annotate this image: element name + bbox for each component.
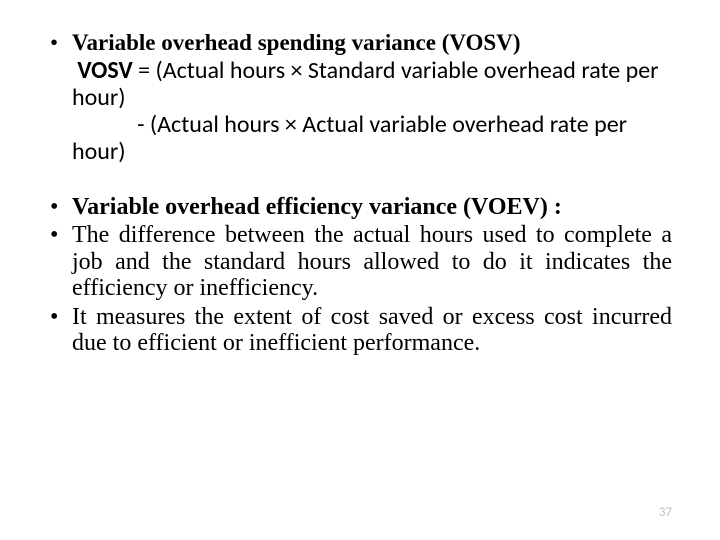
bullet-item-voev-2: • It measures the extent of cost saved o… xyxy=(48,304,672,357)
voev-text-2: It measures the extent of cost saved or … xyxy=(72,304,672,357)
formula-lead: VOSV xyxy=(72,56,133,85)
bullet-item-vosv-heading: • Variable overhead spending variance (V… xyxy=(48,30,672,56)
section-vosv: • Variable overhead spending variance (V… xyxy=(48,30,672,166)
bullet-content: Variable overhead spending variance (VOS… xyxy=(72,30,672,56)
section-spacer xyxy=(48,166,672,194)
formula-line2: (Actual hours × Actual variable overhead… xyxy=(72,110,627,166)
voev-text-1: The difference between the actual hours … xyxy=(72,222,672,301)
bullet-item-voev-1: • The difference between the actual hour… xyxy=(48,222,672,301)
bullet-marker: • xyxy=(48,30,72,56)
bullet-marker: • xyxy=(48,222,72,301)
vosv-heading: Variable overhead spending variance (VOS… xyxy=(72,30,672,56)
vosv-formula: VOSV = (Actual hours × Standard variable… xyxy=(48,58,672,166)
section-voev: • Variable overhead efficiency variance … xyxy=(48,194,672,356)
bullet-item-voev-0: • Variable overhead efficiency variance … xyxy=(48,194,672,220)
formula-line2-indent: - xyxy=(72,110,150,139)
bullet-marker: • xyxy=(48,194,72,220)
voev-heading: Variable overhead efficiency variance (V… xyxy=(72,194,672,220)
page-number: 37 xyxy=(659,505,672,520)
bullet-marker: • xyxy=(48,304,72,357)
formula-line1: = (Actual hours × Standard variable over… xyxy=(72,56,659,112)
